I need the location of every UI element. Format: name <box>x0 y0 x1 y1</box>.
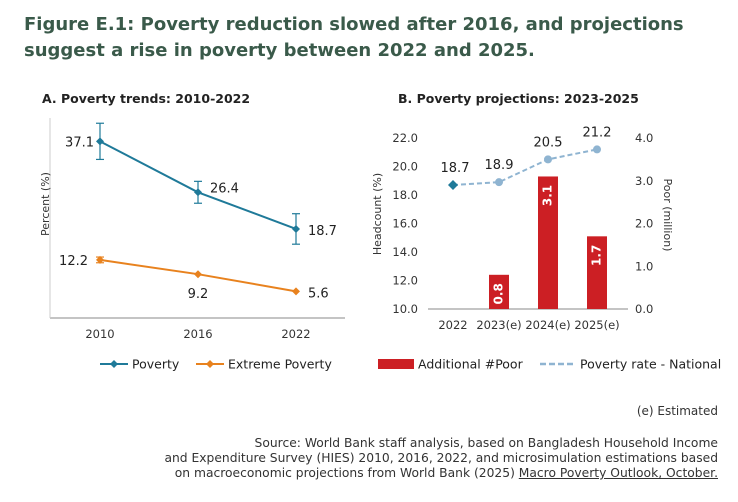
y2-axis-label: Poor (million) <box>661 179 674 252</box>
source-text: Source: World Bank staff analysis, based… <box>118 436 718 481</box>
source-line-3: on macroeconomic projections from World … <box>118 466 718 481</box>
y-tick-label: 10.0 <box>392 302 418 316</box>
panel-b-title: B. Poverty projections: 2023-2025 <box>398 91 639 106</box>
poverty-rate-line <box>452 148 598 187</box>
estimated-note: (e) Estimated <box>636 404 718 418</box>
y2-tick-label: 0.0 <box>635 302 653 316</box>
data-label: 12.2 <box>59 254 88 269</box>
panel-a-title: A. Poverty trends: 2010-2022 <box>42 91 251 106</box>
bar-additional-poor <box>538 176 558 309</box>
data-label: 21.2 <box>583 125 612 140</box>
bar-additional-poor <box>587 236 607 309</box>
y2-tick-label: 1.0 <box>635 259 653 273</box>
y-tick-label: 16.0 <box>392 217 418 231</box>
data-point <box>593 145 601 154</box>
data-label: 18.7 <box>308 224 337 239</box>
data-label: 9.2 <box>188 287 209 302</box>
legend-poverty-label: Poverty <box>132 357 180 372</box>
y-axis-label: Headcount (%) <box>371 173 384 255</box>
y-tick-label: 20.0 <box>392 160 418 174</box>
data-point <box>495 178 503 187</box>
data-point <box>194 270 202 279</box>
figure-title: Figure E.1: Poverty reduction slowed aft… <box>24 14 684 61</box>
bar-additional-poor <box>489 274 509 309</box>
legend-bar-swatch <box>378 359 414 369</box>
x-tick-label: 2022 <box>281 327 310 341</box>
data-label: 18.7 <box>441 161 470 176</box>
data-label: 20.5 <box>534 135 563 150</box>
data-point <box>292 287 300 296</box>
legend-line-label: Poverty rate - National <box>580 357 721 372</box>
y-tick-label: 18.0 <box>392 188 418 202</box>
y-tick-label: 12.0 <box>392 274 418 288</box>
legend-extreme-label: Extreme Poverty <box>228 357 332 372</box>
data-label: 37.1 <box>65 135 94 150</box>
x-tick-label: 2025(e) <box>574 318 619 332</box>
x-tick-label: 2022 <box>438 318 467 332</box>
y-tick-label: 14.0 <box>392 245 418 259</box>
source-link[interactable]: Macro Poverty Outlook, October. <box>518 466 718 480</box>
x-tick-label: 2023(e) <box>476 318 521 332</box>
y-axis-label: Percent (%) <box>39 172 52 236</box>
bar-value-label: 1.7 <box>590 245 604 266</box>
source-line-3-text: on macroeconomic projections from World … <box>174 466 519 480</box>
x-tick-label: 2010 <box>85 327 114 341</box>
x-tick-label: 2024(e) <box>525 318 570 332</box>
data-label: 5.6 <box>308 286 329 301</box>
legend-bar-label: Additional #Poor <box>418 357 524 372</box>
data-label: 18.9 <box>485 158 514 173</box>
data-point-2022 <box>448 180 458 191</box>
source-line-1: Source: World Bank staff analysis, based… <box>254 436 718 450</box>
legend-poverty-marker <box>110 360 118 368</box>
data-point <box>194 188 202 197</box>
y2-tick-label: 3.0 <box>635 174 653 188</box>
y2-tick-label: 4.0 <box>635 131 653 145</box>
bar-value-label: 0.8 <box>492 283 506 304</box>
y-tick-label: 22.0 <box>392 131 418 145</box>
x-tick-label: 2016 <box>183 327 212 341</box>
data-point <box>96 255 104 264</box>
data-point <box>96 137 104 146</box>
data-label: 26.4 <box>210 181 239 196</box>
data-point <box>292 224 300 233</box>
source-line-2: and Expenditure Survey (HIES) 2010, 2016… <box>164 451 718 465</box>
bar-value-label: 3.1 <box>541 185 555 206</box>
y2-tick-label: 2.0 <box>635 217 653 231</box>
data-point <box>544 155 552 164</box>
legend-extreme-marker <box>206 360 214 368</box>
